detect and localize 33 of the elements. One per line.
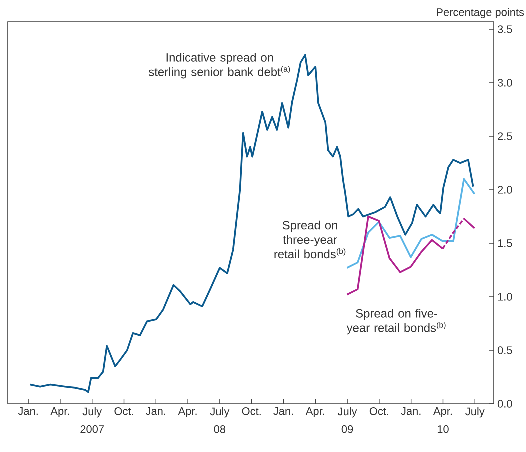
x-tick-label: July [466, 408, 485, 418]
x-tick-label: Oct. [114, 408, 134, 416]
y-tick-label: 2.5 [498, 132, 512, 140]
y-tick-label: 2.0 [498, 186, 512, 194]
text: 08 [214, 426, 226, 434]
y-tick-label: 0.0 [498, 400, 512, 408]
x-tick-label: Jan. [401, 408, 421, 416]
x-tick-label: Jan. [146, 408, 166, 416]
text: 09 [342, 426, 354, 434]
y-tick-label: 1.5 [498, 240, 512, 248]
series-label: Spread on five-year retail bonds$^{(b)}$ [346, 309, 446, 335]
x-tick-label: July [82, 408, 102, 418]
line-series [29, 54, 474, 394]
y-axis-title: Percentage points [437, 8, 524, 18]
y-tick-label: 3.5 [498, 26, 512, 34]
text: 10 [438, 426, 449, 434]
line-series [346, 178, 476, 270]
text: 2007 [80, 426, 104, 434]
x-tick-label: Apr. [306, 408, 324, 418]
x-tick-label: Jan. [274, 408, 294, 416]
y-tick-label: 1.0 [498, 293, 512, 301]
x-tick-label: Jan. [18, 408, 38, 416]
series-label: Indicative spread on sterling senior bank debt$^{(a)}$ [148, 53, 290, 79]
x-tick-label: Oct. [370, 408, 388, 416]
x-tick-label: Apr. [434, 408, 452, 418]
x-tick-label: Apr. [178, 408, 197, 418]
x-tick-label: Oct. [242, 408, 261, 416]
x-tick-label: July [338, 408, 358, 418]
y-tick-label: 3.0 [498, 79, 512, 87]
x-tick-label: Apr. [50, 408, 70, 418]
series-label: Spread on three-year retail bonds$^{(b)}$ [274, 220, 346, 259]
y-tick-label: 0.5 [498, 346, 512, 354]
x-tick-label: July [210, 408, 230, 418]
